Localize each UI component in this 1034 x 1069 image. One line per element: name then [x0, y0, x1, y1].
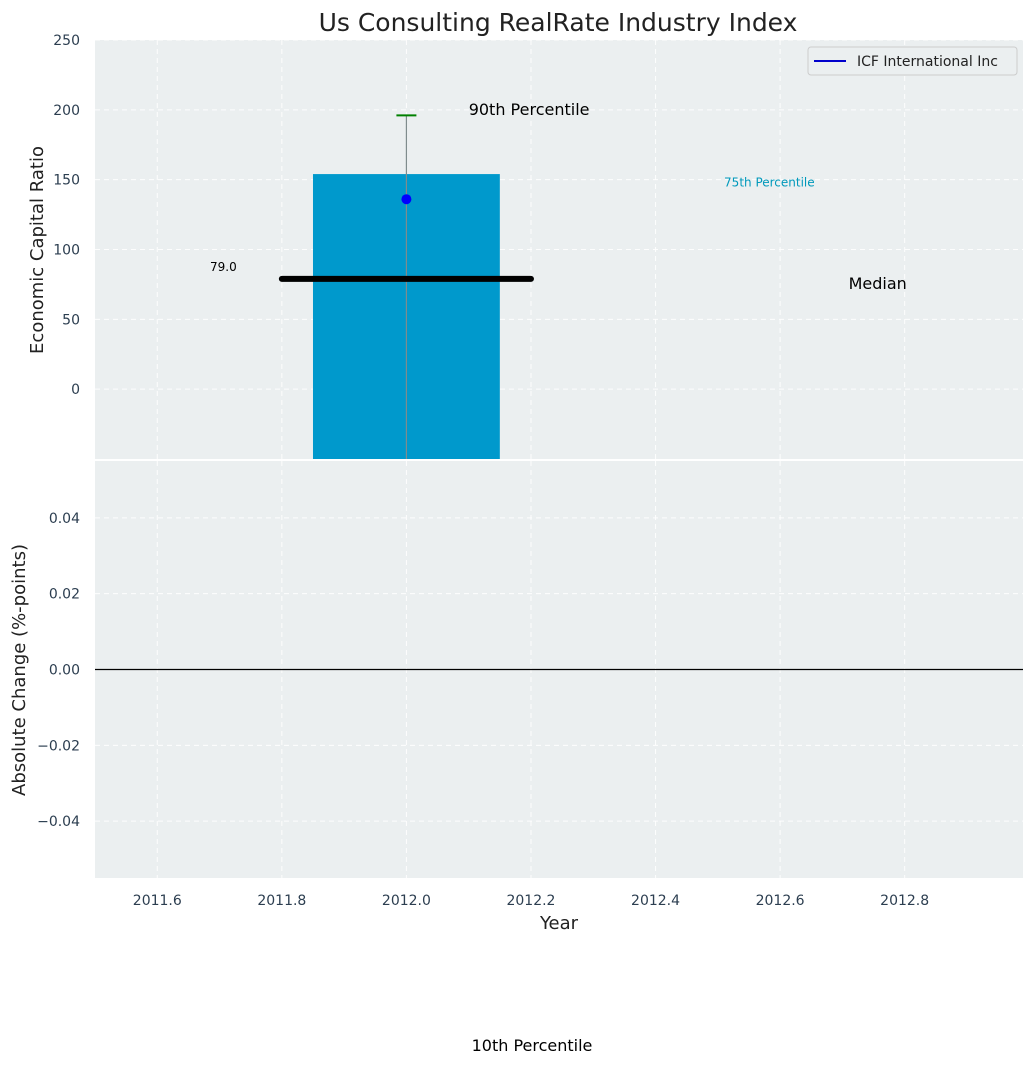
- x-tick-label: 2011.6: [133, 893, 182, 909]
- top-y-gridlines: [95, 39, 1023, 390]
- x-tick-label: 2012.0: [382, 893, 431, 909]
- bottom-y-tick-labels: −0.04 −0.02 0.00 0.02 0.04: [37, 511, 80, 830]
- y-tick-label: 0.00: [49, 663, 80, 679]
- y-tick-label: 150: [53, 173, 80, 189]
- y-tick-label: 0.02: [49, 587, 80, 603]
- top-y-tick-labels: 0 50 100 150 200 250: [53, 33, 80, 398]
- y-tick-label: 250: [53, 33, 80, 49]
- y-tick-label: 50: [62, 312, 80, 328]
- y-tick-label: 0: [71, 382, 80, 398]
- legend-box: [807, 46, 1018, 76]
- 75th-percentile-label: 75th Percentile: [724, 175, 815, 189]
- median-label: Median: [849, 274, 907, 293]
- 10th-percentile-label: 10th Percentile: [472, 1036, 593, 1055]
- y-tick-label: −0.02: [37, 738, 80, 754]
- x-tick-labels: 2011.6 2011.8 2012.0 2012.2 2012.4 2012.6 2012…: [133, 893, 929, 909]
- legend: ICF International Inc: [807, 46, 1018, 76]
- y-tick-label: 100: [53, 243, 80, 259]
- median-value-label: 79.0: [210, 260, 237, 274]
- legend-label: ICF International Inc: [857, 54, 998, 70]
- x-axis-label: Year: [539, 913, 579, 934]
- y-tick-label: −0.04: [37, 814, 80, 830]
- y-tick-label: 0.04: [49, 511, 80, 527]
- y-tick-label: 200: [53, 103, 80, 119]
- company-point: [401, 194, 412, 205]
- x-tick-label: 2012.2: [506, 893, 555, 909]
- top-y-axis-label: Economic Capital Ratio: [27, 146, 48, 354]
- x-tick-label: 2012.6: [756, 893, 805, 909]
- x-tick-label: 2012.8: [880, 893, 929, 909]
- x-tick-label: 2011.8: [257, 893, 306, 909]
- bottom-y-axis-label: Absolute Change (%-points): [9, 544, 30, 796]
- x-tick-label: 2012.4: [631, 893, 680, 909]
- 90th-percentile-label: 90th Percentile: [469, 100, 590, 119]
- chart-title: Us Consulting RealRate Industry Index: [319, 8, 798, 37]
